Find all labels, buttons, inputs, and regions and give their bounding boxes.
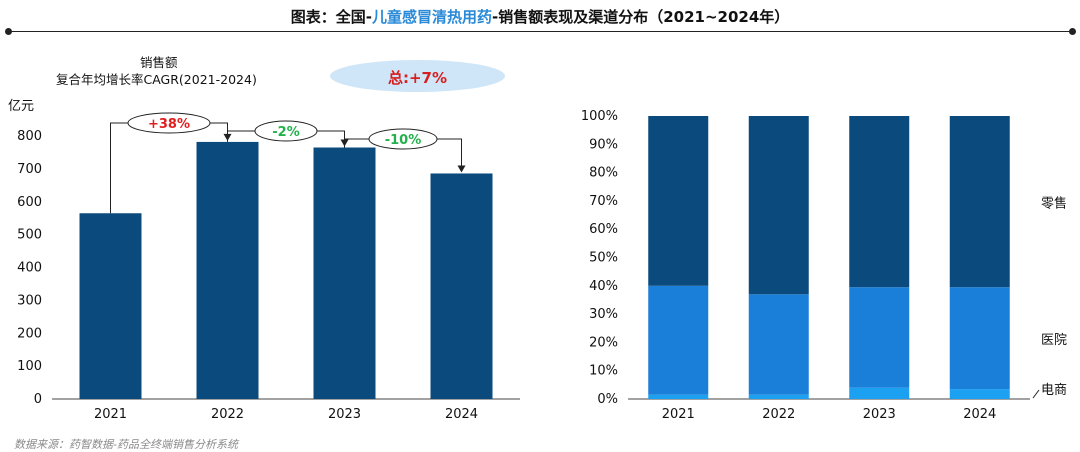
share-segment-电商-2023 bbox=[849, 387, 910, 399]
share-segment-电商-2024 bbox=[949, 389, 1010, 399]
y-tick-label: 400 bbox=[17, 261, 42, 276]
y-tick-label: 500 bbox=[17, 228, 42, 243]
growth-bubble bbox=[127, 112, 211, 134]
x-tick-label: 2022 bbox=[211, 407, 244, 422]
share-x-tick-label: 2021 bbox=[662, 407, 695, 422]
share-y-tick-label: 30% bbox=[589, 307, 618, 322]
share-segment-零售-2024 bbox=[949, 116, 1010, 288]
series-label-医院: 医院 bbox=[1041, 333, 1067, 348]
sales-label: 销售额 bbox=[140, 55, 178, 70]
chart-title: 图表：全国-儿童感冒清热用药-销售额表现及渠道分布（2021~2024年） bbox=[290, 8, 790, 26]
title-rule bbox=[8, 31, 1072, 32]
y-tick-label: 800 bbox=[17, 129, 42, 144]
share-y-tick-label: 50% bbox=[589, 251, 618, 266]
y-tick-label: 100 bbox=[17, 359, 42, 374]
share-y-tick-label: 90% bbox=[589, 137, 618, 152]
share-segment-电商-2021 bbox=[648, 394, 709, 399]
series-label-电商: 电商 bbox=[1041, 383, 1067, 398]
share-segment-零售-2023 bbox=[849, 116, 910, 288]
sales-bar-2024 bbox=[430, 173, 493, 399]
share-segment-零售-2022 bbox=[748, 116, 809, 295]
y-tick-label: 600 bbox=[17, 195, 42, 210]
growth-bubble bbox=[254, 120, 318, 142]
share-segment-零售-2021 bbox=[648, 116, 709, 286]
sales-bar-2021 bbox=[79, 213, 142, 399]
share-y-tick-label: 70% bbox=[589, 194, 618, 209]
growth-arrowhead bbox=[457, 165, 466, 173]
rule-right-dot bbox=[1069, 28, 1076, 35]
growth-label: +38% bbox=[148, 117, 190, 132]
share-x-tick-label: 2022 bbox=[762, 407, 795, 422]
title-highlight: 儿童感冒清热用药 bbox=[371, 8, 492, 26]
growth-label: -2% bbox=[272, 125, 299, 140]
y-axis-unit: 亿元 bbox=[8, 99, 34, 114]
x-tick-label: 2024 bbox=[445, 407, 478, 422]
share-y-tick-label: 0% bbox=[597, 392, 618, 407]
total-cagr-badge: 总:+7% bbox=[330, 60, 505, 92]
series-label-零售: 零售 bbox=[1041, 196, 1067, 212]
x-tick-label: 2021 bbox=[94, 407, 127, 422]
share-y-tick-label: 100% bbox=[581, 109, 618, 124]
data-source: 数据来源：药智数据-药品全终端销售分析系统 bbox=[14, 438, 238, 451]
growth-bubble bbox=[368, 128, 438, 150]
share-y-tick-label: 40% bbox=[589, 279, 618, 294]
share-segment-医院-2023 bbox=[849, 287, 910, 388]
share-x-tick-label: 2023 bbox=[863, 407, 896, 422]
series-label-leader bbox=[1032, 389, 1040, 399]
sales-bar-2022 bbox=[196, 141, 259, 400]
share-y-tick-label: 20% bbox=[589, 335, 618, 350]
share-y-tick-label: 80% bbox=[589, 166, 618, 181]
share-segment-电商-2022 bbox=[748, 394, 809, 399]
cagr-label: 复合年均增长率CAGR(2021-2024) bbox=[56, 72, 257, 87]
share-x-tick-label: 2024 bbox=[963, 407, 996, 422]
sales-bar-2023 bbox=[313, 147, 376, 399]
share-segment-医院-2024 bbox=[949, 287, 1010, 390]
share-y-tick-label: 60% bbox=[589, 222, 618, 237]
growth-label: -10% bbox=[385, 133, 422, 148]
y-tick-label: 700 bbox=[17, 162, 42, 177]
share-segment-医院-2022 bbox=[748, 294, 809, 395]
share-segment-医院-2021 bbox=[648, 285, 709, 395]
y-tick-label: 200 bbox=[17, 326, 42, 341]
y-tick-label: 0 bbox=[34, 392, 42, 407]
share-y-tick-label: 10% bbox=[589, 364, 618, 379]
rule-left-dot bbox=[5, 28, 12, 35]
y-tick-label: 300 bbox=[17, 293, 42, 308]
x-tick-label: 2023 bbox=[328, 407, 361, 422]
